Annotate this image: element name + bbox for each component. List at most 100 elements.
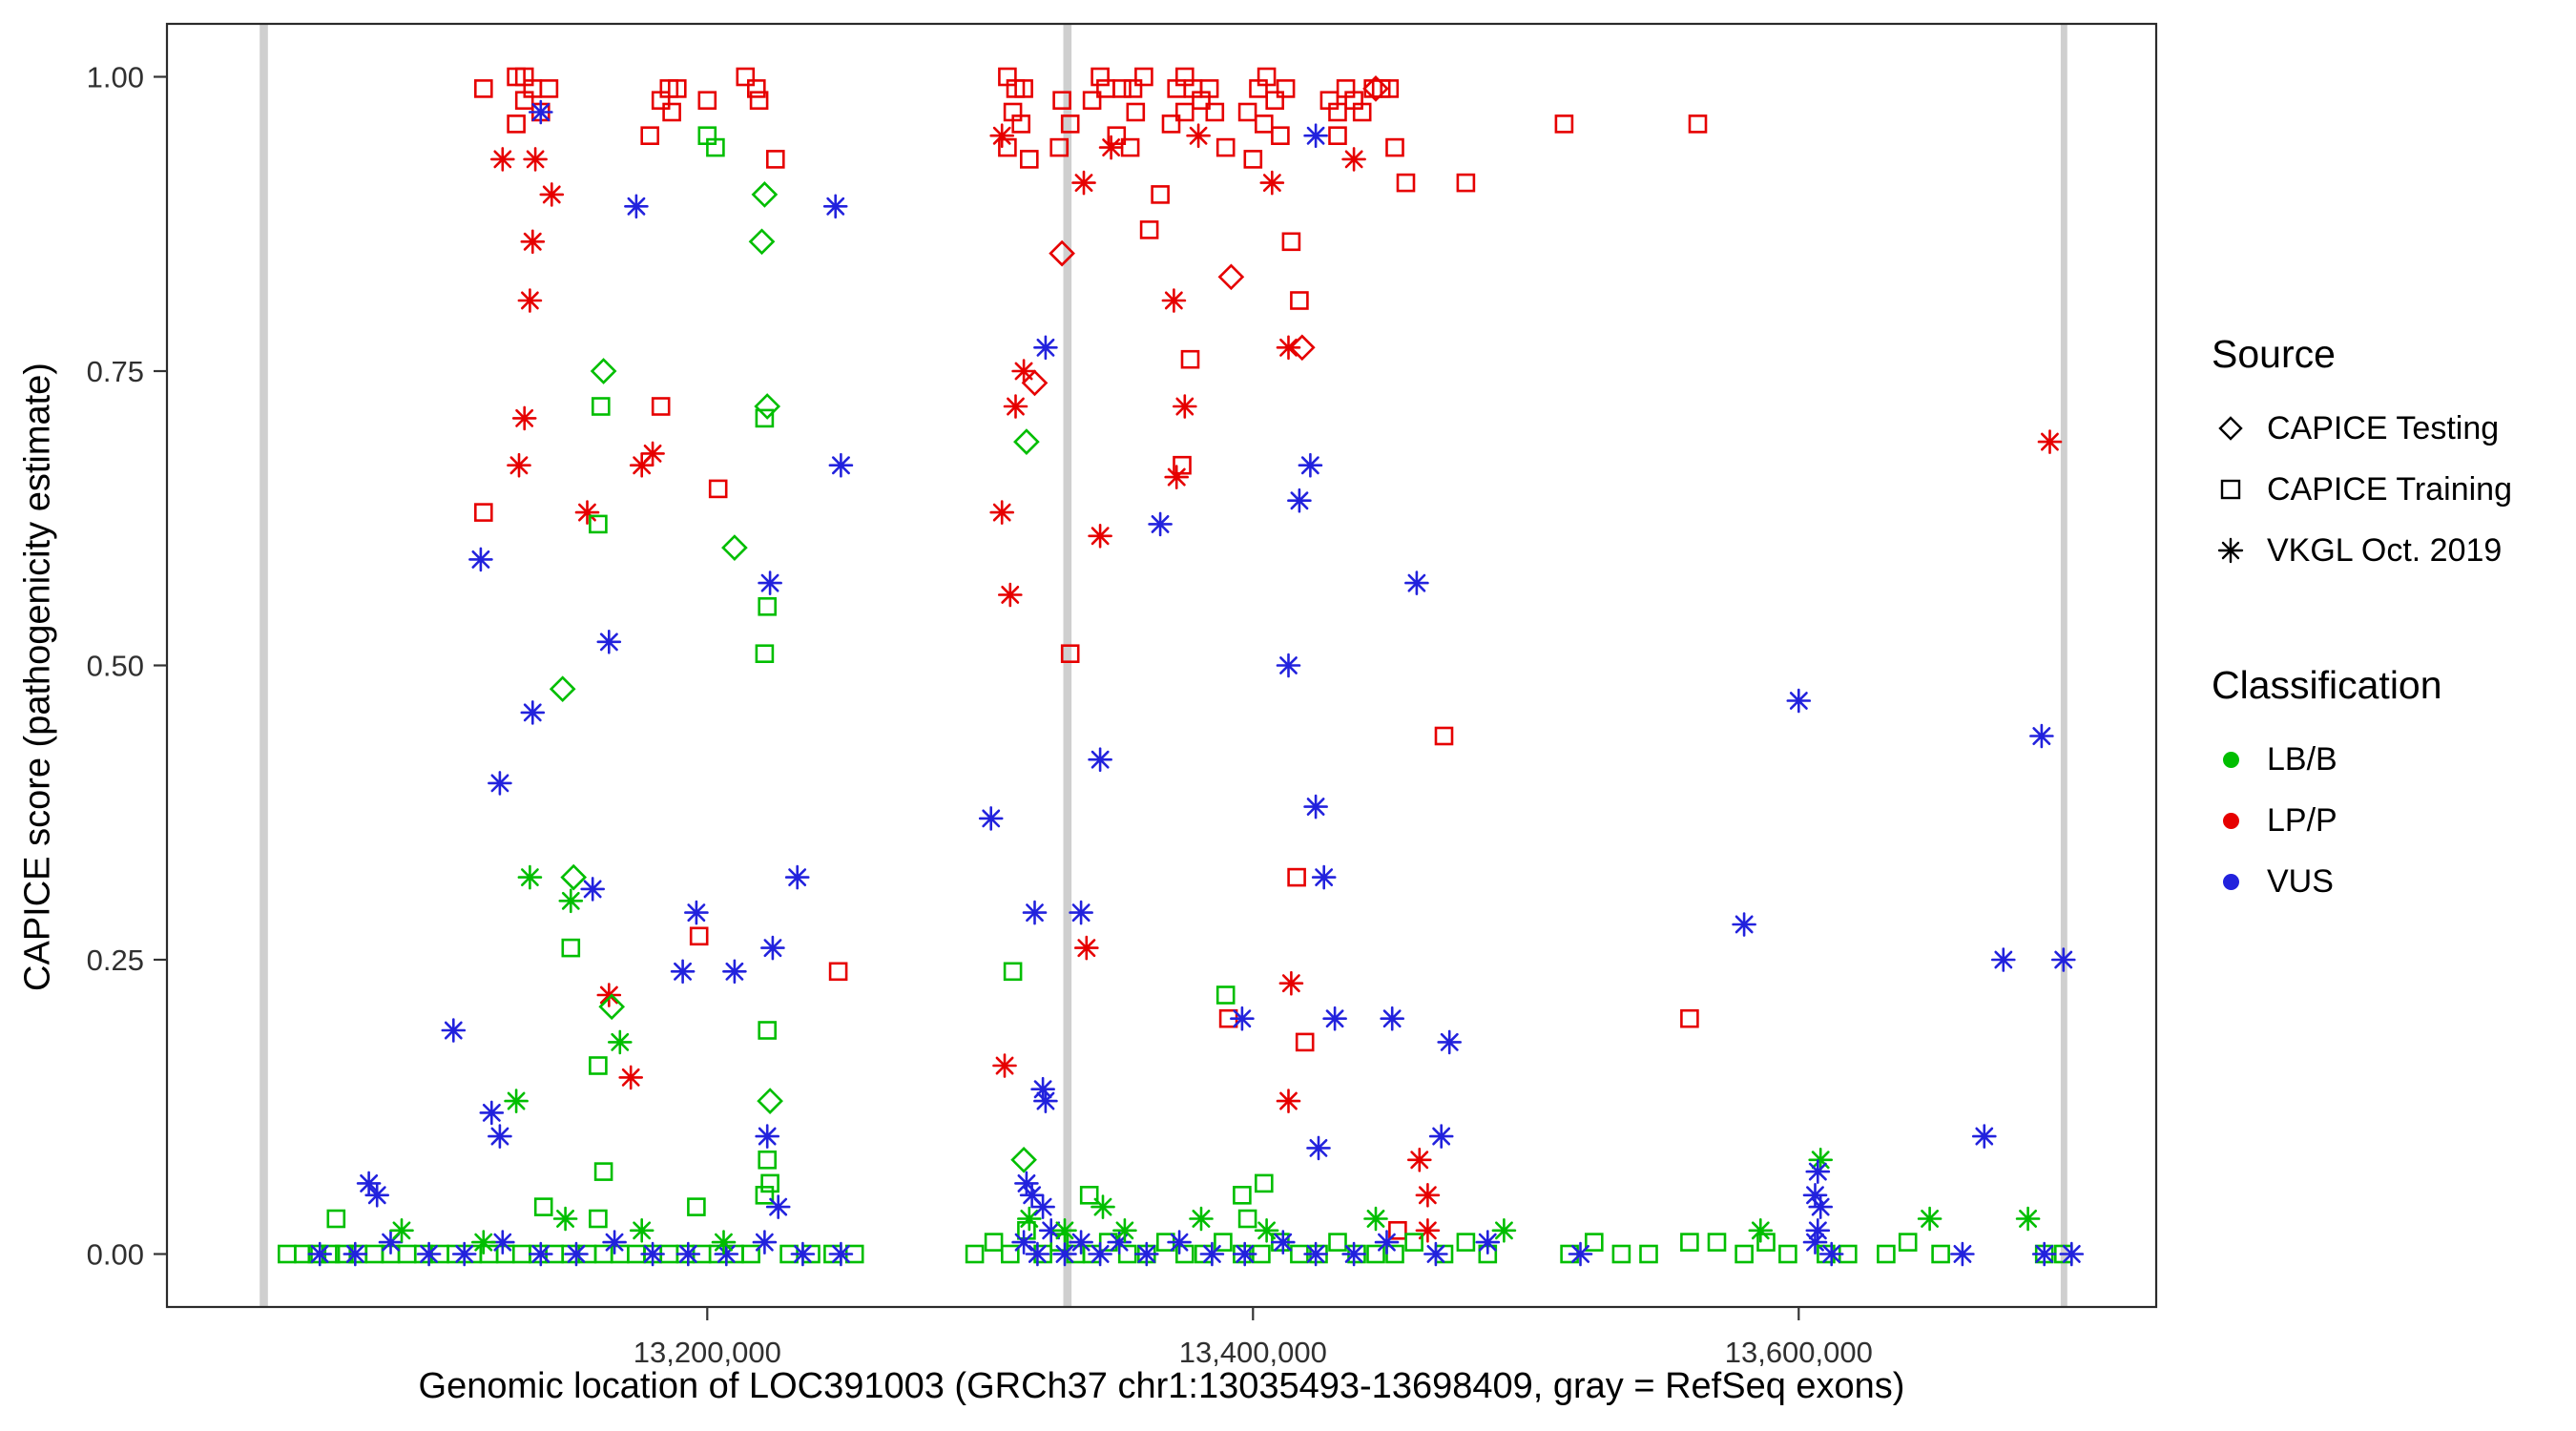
point-square (1276, 79, 1296, 98)
point-asterisk (2037, 429, 2063, 454)
point-square (507, 114, 526, 134)
classification-dot-icon (2222, 873, 2239, 890)
point-square (1554, 114, 1574, 134)
point-asterisk (1972, 1124, 1997, 1149)
point-asterisk (755, 1124, 780, 1149)
point-square (965, 1244, 985, 1264)
point-asterisk (523, 147, 548, 172)
point-asterisk (2015, 1206, 2041, 1232)
point-asterisk (1003, 394, 1028, 419)
point-square (1328, 126, 1347, 145)
point-asterisk (517, 288, 543, 313)
point-square (1271, 126, 1290, 145)
point-asterisk (1011, 359, 1036, 384)
point-square (1173, 455, 1192, 475)
point-square (1237, 1209, 1257, 1229)
refseq-exon (2060, 24, 2067, 1307)
point-square (1404, 1233, 1423, 1252)
point-asterisk (629, 1218, 654, 1243)
point-asterisk (722, 959, 747, 985)
point-square (1328, 1233, 1347, 1252)
point-asterisk (602, 1230, 627, 1255)
point-asterisk (1950, 1241, 1975, 1267)
point-asterisk (1303, 794, 1328, 819)
point-diamond (721, 534, 748, 561)
point-square (746, 79, 766, 98)
point-square (1123, 79, 1143, 98)
point-diamond (1010, 1146, 1037, 1173)
point-asterisk (1415, 1183, 1441, 1208)
point-asterisk (488, 771, 512, 796)
point-square (1898, 1233, 1918, 1252)
point-square (511, 1244, 531, 1264)
point-square (1290, 291, 1309, 310)
point-square (1215, 137, 1236, 157)
point-diamond (598, 993, 626, 1021)
point-asterisk (343, 1241, 368, 1267)
point-asterisk (790, 1241, 816, 1267)
point-square (1139, 220, 1159, 239)
square-icon (2220, 479, 2241, 500)
point-asterisk (470, 1230, 496, 1255)
point-square (760, 1173, 779, 1193)
point-asterisk (1407, 1148, 1432, 1172)
point-asterisk (1437, 1029, 1462, 1055)
point-asterisk (564, 1241, 589, 1267)
diamond-icon (2218, 416, 2243, 441)
point-square (561, 938, 581, 958)
point-asterisk (1098, 135, 1124, 160)
point-square (749, 91, 769, 110)
point-square (1735, 1244, 1754, 1264)
point-square (593, 1162, 613, 1181)
point-asterisk (1374, 1230, 1400, 1255)
point-asterisk (528, 99, 553, 125)
point-square (765, 150, 785, 169)
point-square (1079, 1186, 1099, 1205)
point-asterisk (1802, 1230, 1828, 1255)
point-asterisk (307, 1241, 333, 1267)
point-square (689, 926, 709, 946)
point-square (1237, 102, 1257, 122)
point-asterisk (765, 1194, 791, 1219)
legend-source-title: Source (2212, 332, 2336, 376)
point-asterisk (1491, 1218, 1517, 1243)
point-square (1688, 114, 1708, 134)
point-square (828, 962, 848, 982)
x-tick-label: 13,600,000 (1725, 1336, 1873, 1369)
point-asterisk (1033, 1089, 1058, 1113)
legend-source-items: CAPICE Testing CAPICE Training VKGL Oct. 2… (2212, 398, 2512, 581)
point-asterisk (1917, 1206, 1942, 1232)
point-asterisk (517, 864, 543, 890)
point-asterisk (1088, 747, 1112, 773)
point-square (533, 1197, 553, 1216)
legend-item-capice-training: CAPICE Training (2212, 459, 2512, 520)
point-asterisk (1069, 1230, 1093, 1255)
point-asterisk (1071, 170, 1096, 196)
point-square (1020, 150, 1039, 169)
point-asterisk (998, 582, 1023, 608)
point-asterisk (1278, 970, 1304, 996)
point-asterisk (1568, 1241, 1593, 1267)
x-tick-label: 13,400,000 (1179, 1336, 1327, 1369)
point-asterisk (1164, 465, 1189, 489)
point-asterisk (1088, 523, 1112, 549)
point-square (1001, 1244, 1020, 1264)
point-asterisk (2029, 723, 2054, 749)
legend-source: Source CAPICE Testing CAPICE Training VKGL… (2212, 332, 2512, 581)
point-asterisk (822, 194, 848, 219)
point-square (1205, 102, 1225, 122)
point-square (640, 126, 660, 145)
point-square (1877, 1244, 1896, 1264)
point-asterisk (511, 405, 537, 431)
point-asterisk (1030, 1194, 1055, 1219)
panel-border (165, 22, 2158, 1309)
point-square (1255, 114, 1274, 134)
legend-label: LB/B (2267, 740, 2337, 778)
point-asterisk (684, 900, 709, 925)
point-asterisk (441, 1018, 467, 1043)
point-square (687, 1197, 706, 1216)
point-asterisk (596, 629, 622, 654)
point-square (708, 479, 728, 499)
point-asterisk (989, 500, 1014, 525)
